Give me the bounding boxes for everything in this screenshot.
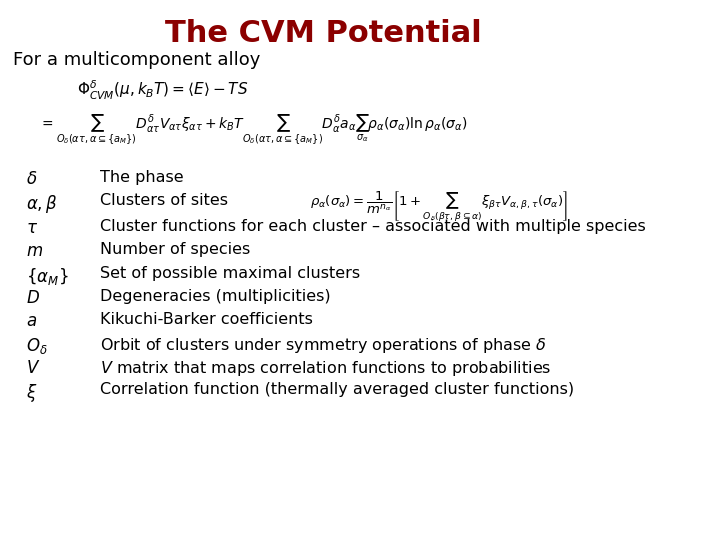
Text: $\alpha, \beta$: $\alpha, \beta$ [26,193,58,215]
Text: Clusters of sites: Clusters of sites [100,193,228,208]
Text: For a multicomponent alloy: For a multicomponent alloy [13,51,261,69]
Text: $\{\alpha_M\}$: $\{\alpha_M\}$ [26,266,68,287]
Text: $m$: $m$ [26,242,43,260]
Text: $\rho_\alpha(\sigma_\alpha) = \dfrac{1}{m^{n_\alpha}}\left[1 + \sum_{O_\delta(\b: $\rho_\alpha(\sigma_\alpha) = \dfrac{1}{… [310,190,567,224]
Text: Cluster functions for each cluster – associated with multiple species: Cluster functions for each cluster – ass… [100,219,646,234]
Text: $\delta$: $\delta$ [26,170,37,188]
Text: $V$ matrix that maps correlation functions to probabilities: $V$ matrix that maps correlation functio… [100,359,552,378]
Text: $\tau$: $\tau$ [26,219,38,237]
Text: $O_\delta$: $O_\delta$ [26,336,48,356]
Text: Number of species: Number of species [100,242,251,257]
Text: Kikuchi-Barker coefficients: Kikuchi-Barker coefficients [100,312,313,327]
Text: $\Phi^{\delta}_{CVM}(\mu, k_B T) = \langle E \rangle - TS$: $\Phi^{\delta}_{CVM}(\mu, k_B T) = \lang… [78,78,249,102]
Text: $V$: $V$ [26,359,40,377]
Text: $D$: $D$ [26,289,40,307]
Text: Degeneracies (multiplicities): Degeneracies (multiplicities) [100,289,330,304]
Text: The phase: The phase [100,170,184,185]
Text: Correlation function (thermally averaged cluster functions): Correlation function (thermally averaged… [100,382,575,397]
Text: Orbit of clusters under symmetry operations of phase $\delta$: Orbit of clusters under symmetry operati… [100,336,547,355]
Text: $a$: $a$ [26,312,37,330]
Text: Set of possible maximal clusters: Set of possible maximal clusters [100,266,360,281]
Text: $= \sum_{O_\delta(\alpha\tau,\alpha\subseteq\{a_M\})} D^{\delta}_{\alpha\tau} V_: $= \sum_{O_\delta(\alpha\tau,\alpha\subs… [39,113,467,147]
Text: $\xi$: $\xi$ [26,382,37,404]
Text: The CVM Potential: The CVM Potential [164,19,481,48]
